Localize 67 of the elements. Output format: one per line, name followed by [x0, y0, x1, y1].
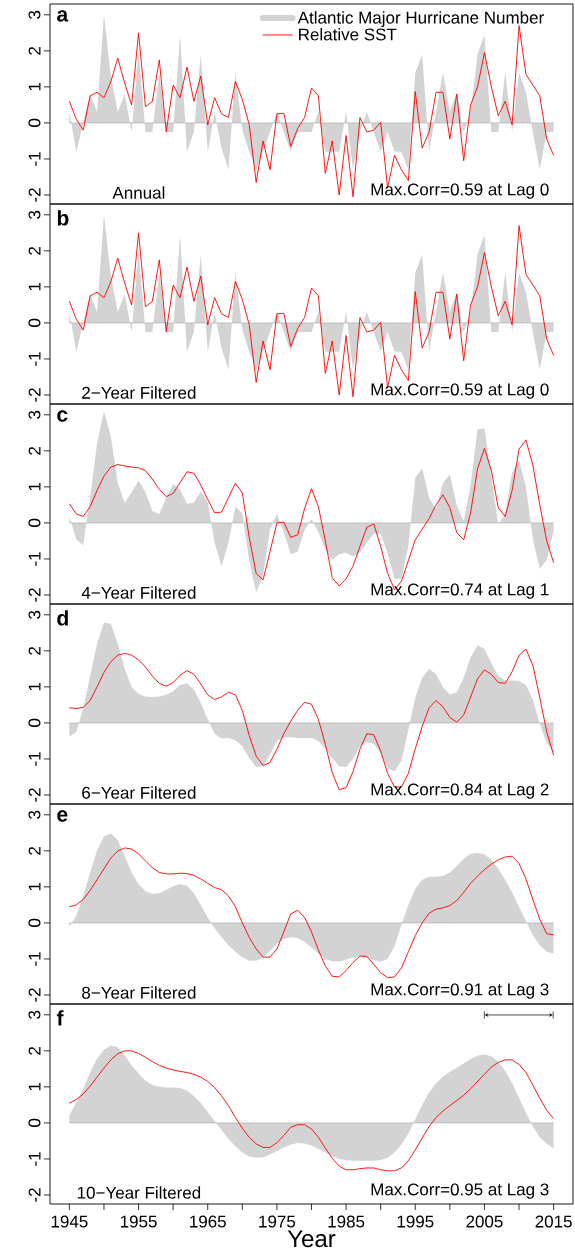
annotation: Max.Corr=0.91 at Lag 3 [371, 983, 549, 999]
y-tick-label: 3 [28, 410, 41, 419]
y-tick-label: 2 [28, 46, 41, 55]
y-tick-label: 3 [28, 1010, 41, 1019]
x-tick-label: 2005 [466, 1215, 503, 1228]
y-tick-label: -1 [28, 352, 41, 366]
chart-title: c [57, 410, 68, 422]
y-tick-label: 3 [28, 10, 41, 19]
annotation: Max.Corr=0.95 at Lag 3 [371, 1183, 549, 1199]
y-tick-label: -2 [28, 788, 41, 802]
y-tick-label: 0 [28, 518, 41, 527]
x-axis-title: Year [287, 1230, 336, 1248]
y-tick-label: 3 [28, 810, 41, 819]
x-tick-label: 1955 [120, 1215, 157, 1228]
annotation: Max.Corr=0.59 at Lag 0 [371, 183, 549, 199]
y-tick-label: 0 [28, 318, 41, 327]
y-tick-label: 2 [28, 1046, 41, 1055]
annotation: 10−Year Filtered [77, 1186, 201, 1199]
legend-label: Relative SST [299, 28, 397, 41]
annotation: 2−Year Filtered [82, 386, 196, 399]
y-tick-label: 0 [28, 1118, 41, 1127]
x-tick-label: 1965 [190, 1215, 226, 1228]
y-tick-label: -1 [28, 1152, 41, 1166]
y-tick-label: -1 [28, 952, 41, 966]
x-tick-label: 1945 [51, 1215, 88, 1228]
y-tick-label: 3 [28, 610, 41, 619]
chart-title: b [57, 210, 69, 226]
y-tick-label: 0 [28, 718, 41, 727]
line-series [68, 847, 555, 979]
chart-title: f [56, 1010, 64, 1026]
y-tick-label: 2 [28, 246, 41, 255]
y-tick-label: 2 [28, 646, 41, 655]
y-tick-label: -1 [28, 752, 41, 766]
y-tick-label: 1 [28, 282, 41, 291]
y-tick-label: 3 [28, 210, 41, 219]
annotation: Max.Corr=0.74 at Lag 1 [371, 583, 549, 599]
x-tick-label: 2015 [535, 1215, 572, 1228]
y-tick-label: 1 [28, 1082, 41, 1091]
y-tick-label: -2 [28, 188, 41, 202]
y-tick-label: 2 [28, 846, 41, 855]
legend-label: Atlantic Major Hurricane Number [297, 11, 544, 28]
chart-title: e [57, 810, 68, 822]
annotation: 4−Year Filtered [81, 586, 196, 599]
x-tick-label: 1985 [328, 1215, 365, 1228]
y-tick-label: 0 [28, 118, 41, 127]
y-tick-label: -2 [28, 988, 41, 1002]
annotation: Max.Corr=0.84 at Lag 2 [371, 783, 549, 799]
chart-title: a [57, 10, 69, 22]
annotation: 8−Year Filtered [82, 986, 196, 999]
y-tick-label: 1 [28, 882, 41, 891]
annotation: Annual [112, 186, 165, 199]
x-tick-label: 1995 [397, 1215, 434, 1228]
y-tick-label: -2 [28, 1188, 41, 1202]
y-tick-label: 1 [28, 682, 41, 691]
annotation: Max.Corr=0.59 at Lag 0 [371, 383, 549, 399]
y-tick-label: 1 [28, 82, 41, 91]
x-tick-label: 1975 [259, 1215, 296, 1228]
annotation: 6−Year Filtered [82, 786, 196, 799]
chart-title: d [57, 610, 68, 626]
y-tick-label: 2 [28, 446, 41, 455]
y-tick-label: 0 [28, 918, 41, 927]
y-tick-label: -2 [28, 388, 41, 402]
y-tick-label: 1 [28, 482, 41, 491]
line-series [68, 225, 555, 398]
y-tick-label: -1 [28, 152, 41, 166]
y-tick-label: -1 [28, 552, 41, 566]
y-tick-label: -2 [28, 588, 41, 602]
